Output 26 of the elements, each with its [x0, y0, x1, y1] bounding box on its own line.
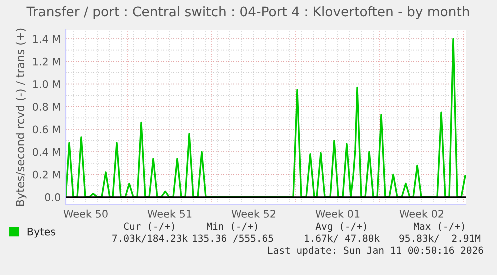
text: 1.67k/ 47.80k: [305, 234, 380, 243]
y-axis-title: Bytes/second rcvd (-) / trans (+): [16, 28, 27, 206]
y-tick-label: 0.0: [45, 194, 60, 202]
y-tick-label: 0.8 M: [32, 103, 60, 111]
y-tick-label: 1.4 M: [33, 35, 60, 43]
x-tick-label: Week 51: [148, 210, 192, 218]
y-tick-label: 0.2 M: [32, 170, 60, 179]
text: 135.36 /555.65: [193, 234, 274, 243]
legend-label: Bytes: [28, 228, 56, 238]
x-tick-label: Week 52: [232, 210, 276, 218]
y-tick-label: 0.6 M: [32, 126, 60, 134]
text: Last update: Sun Jan 11 00:50:16 2026: [268, 246, 484, 256]
chart-title: Transfer / port : Central switch : 04-Port 4 : Klovertoften - by month: [26, 6, 470, 20]
text: Min (-/+): [207, 222, 258, 232]
line-series: [66, 38, 466, 198]
text: 7.03k/184.23k: [112, 234, 188, 243]
text: Cur (-/+): [124, 222, 174, 232]
x-tick-label: Week 01: [316, 210, 360, 218]
y-tick-label: 0.4 M: [32, 148, 60, 156]
x-tick-label: Week 50: [64, 210, 108, 218]
text: Max (-/+): [414, 222, 464, 232]
text: Avg (-/+): [316, 222, 366, 232]
y-tick-label: 1.0 M: [33, 80, 60, 88]
text: 95.83k/ 2.91M: [400, 234, 481, 243]
x-tick-label: Week 02: [400, 210, 444, 218]
y-tick-label: 1.2 M: [33, 58, 60, 66]
